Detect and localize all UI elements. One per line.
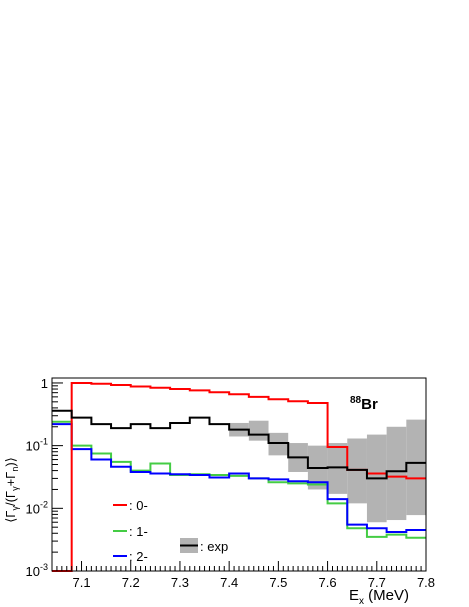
x-tick-label: 7.1 (72, 575, 90, 590)
x-axis-title: Ex (MeV) (349, 587, 409, 607)
exp-band-bin (406, 419, 426, 516)
y-tick-label: 10-2 (26, 499, 48, 516)
exp-band-bin (268, 432, 289, 456)
x-tick-label: 7.3 (171, 575, 189, 590)
legend-label: : exp (200, 539, 228, 554)
x-tick-label: 7.5 (269, 575, 287, 590)
x-tick-label: 7.2 (122, 575, 140, 590)
annotation-sup: 88 (350, 395, 362, 406)
exp-band-bin (347, 438, 367, 504)
svg-text:⟨Γγ/(Γγ+Γn)⟩: ⟨Γγ/(Γγ+Γn)⟩ (3, 457, 20, 523)
x-tick-label: 7.7 (368, 575, 386, 590)
y-tick-label: 1 (41, 376, 48, 391)
series-line-2 (52, 423, 426, 533)
exp-band-bin (386, 426, 407, 521)
x-axis-label-main: E (349, 587, 359, 604)
legend-label: : 0- (129, 498, 148, 513)
exp-band-bin (248, 420, 269, 441)
x-axis-label-sub: x (359, 596, 364, 607)
y-tick-label: 10-1 (26, 437, 48, 454)
annotation-88br: 88Br (350, 395, 378, 413)
series-line-exp (52, 409, 426, 480)
x-tick-label: 7.4 (220, 575, 238, 590)
y-axis-title: ⟨Γγ/(Γγ+Γn)⟩ (3, 457, 20, 523)
series-layer (52, 381, 426, 572)
legend-label: : 1- (129, 524, 148, 539)
legend: : 0- : 1- : 2- : exp (113, 498, 228, 564)
y-tick-label: 10-3 (26, 562, 48, 579)
x-tick-label: 7.6 (319, 575, 337, 590)
series-line-1 (52, 420, 426, 539)
x-axis-label-unit: (MeV) (364, 587, 409, 604)
axis-ticks: 7.1 7.2 7.3 7.4 7.5 7.6 7.7 7.8 10-3 10-2 10-1 1 (26, 376, 436, 590)
exp-band-bin (327, 443, 348, 494)
annotation-text: Br (361, 396, 378, 413)
legend-label: : 2- (129, 549, 148, 564)
x-tick-label: 7.8 (417, 575, 435, 590)
